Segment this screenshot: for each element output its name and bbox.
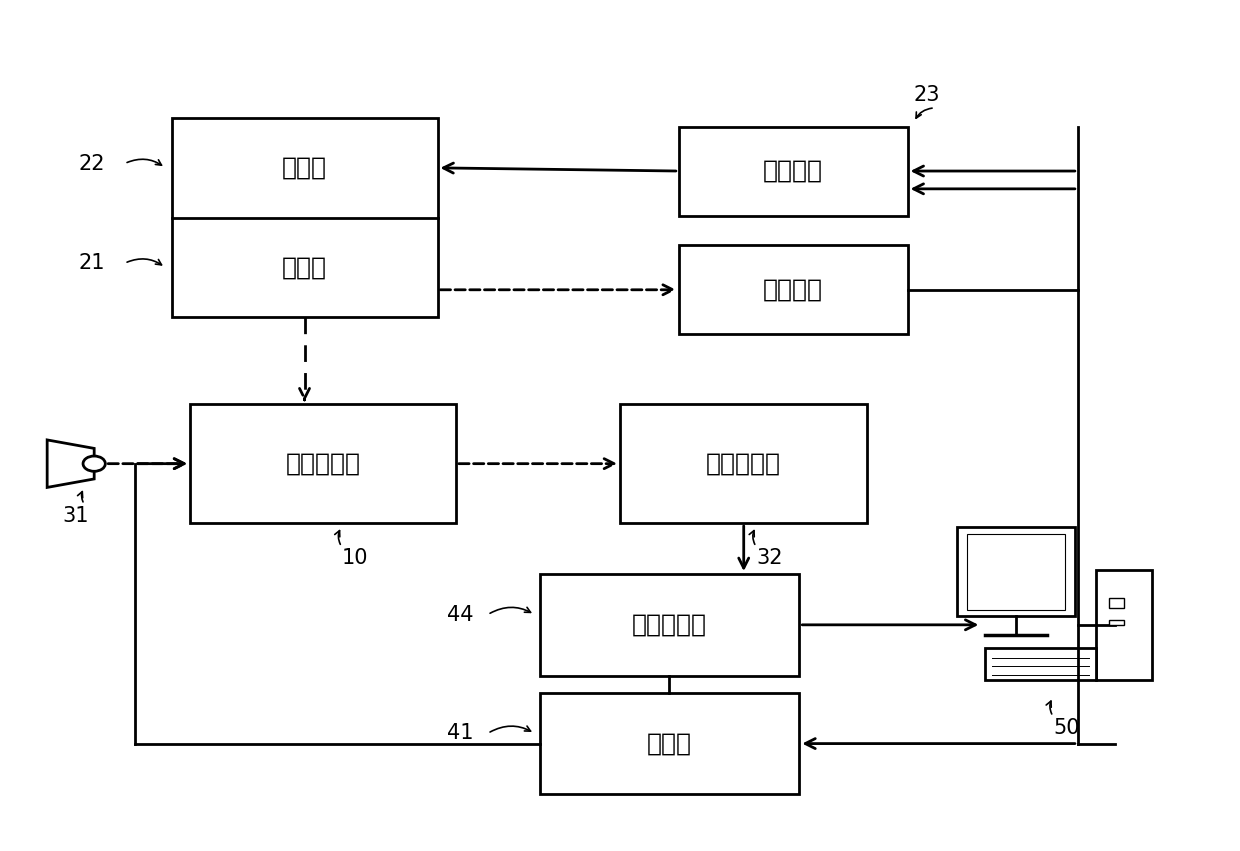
Text: 44: 44 <box>446 605 474 625</box>
Text: 22: 22 <box>78 154 105 174</box>
Text: 光电传感器: 光电传感器 <box>707 452 781 476</box>
Bar <box>620 404 868 523</box>
Text: 振动源: 振动源 <box>281 156 327 180</box>
Text: 驱动机构: 驱动机构 <box>763 159 823 183</box>
Bar <box>985 648 1096 680</box>
Text: 控制器: 控制器 <box>647 732 692 756</box>
Text: 微流控芯片: 微流控芯片 <box>285 452 361 476</box>
Bar <box>678 127 908 215</box>
Bar <box>1096 569 1152 680</box>
Polygon shape <box>47 440 94 488</box>
Bar <box>957 528 1075 616</box>
Text: 50: 50 <box>1053 718 1080 738</box>
Text: 信号采集卡: 信号采集卡 <box>632 613 707 637</box>
Text: 31: 31 <box>62 506 89 526</box>
Bar <box>967 534 1065 609</box>
Bar <box>539 693 800 795</box>
Text: 加速度计: 加速度计 <box>763 277 823 302</box>
Text: 振动台: 振动台 <box>281 255 327 279</box>
Bar <box>678 245 908 334</box>
Text: 41: 41 <box>446 723 474 744</box>
Bar <box>1109 597 1123 608</box>
Text: 23: 23 <box>914 85 940 106</box>
Bar <box>539 574 800 676</box>
Text: 21: 21 <box>78 254 105 273</box>
Bar <box>190 404 456 523</box>
Bar <box>171 118 438 317</box>
Circle shape <box>83 456 105 471</box>
Bar <box>1109 620 1123 625</box>
Text: 32: 32 <box>756 549 782 568</box>
Text: 10: 10 <box>342 549 368 568</box>
